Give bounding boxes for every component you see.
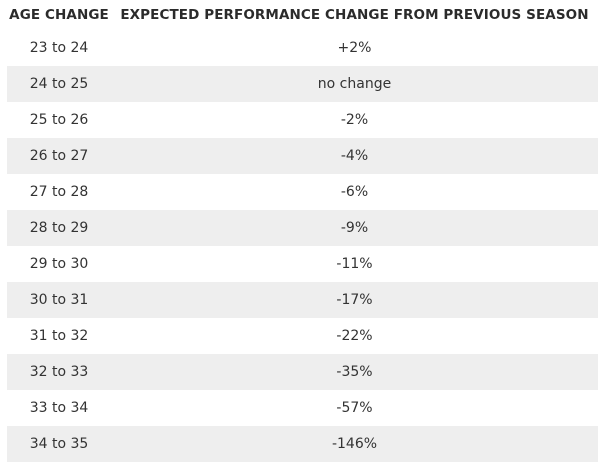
age-cell: 23 to 24 [29, 40, 89, 56]
change-cell: -4% [340, 148, 369, 164]
table-row: 29 to 30 -11% [7, 246, 598, 282]
table-row: 34 to 35 -146% [7, 426, 598, 462]
change-cell: +2% [337, 40, 372, 56]
table-row: 23 to 24 +2% [7, 30, 598, 66]
table-row: 28 to 29 -9% [7, 210, 598, 246]
change-cell: -6% [340, 184, 369, 200]
change-cell: -146% [331, 436, 378, 452]
change-cell: -11% [336, 256, 373, 272]
header-expected-performance-change: EXPECTED PERFORMANCE CHANGE FROM PREVIOU… [120, 7, 589, 23]
table-row: 24 to 25 no change [7, 66, 598, 102]
table-row: 26 to 27 -4% [7, 138, 598, 174]
table-row: 27 to 28 -6% [7, 174, 598, 210]
header-age-change: AGE CHANGE [9, 7, 109, 23]
age-cell: 32 to 33 [29, 364, 89, 380]
table-header-row: AGE CHANGE EXPECTED PERFORMANCE CHANGE F… [7, 0, 598, 30]
age-cell: 29 to 30 [29, 256, 89, 272]
change-cell: -9% [340, 220, 369, 236]
age-cell: 26 to 27 [29, 148, 89, 164]
table-row: 32 to 33 -35% [7, 354, 598, 390]
change-cell: -57% [336, 400, 373, 416]
table-row: 31 to 32 -22% [7, 318, 598, 354]
change-cell: no change [317, 76, 392, 92]
age-cell: 25 to 26 [29, 112, 89, 128]
change-cell: -22% [336, 328, 373, 344]
age-cell: 34 to 35 [29, 436, 89, 452]
age-performance-table: AGE CHANGE EXPECTED PERFORMANCE CHANGE F… [7, 0, 598, 462]
age-cell: 28 to 29 [29, 220, 89, 236]
age-cell: 24 to 25 [29, 76, 89, 92]
table-row: 30 to 31 -17% [7, 282, 598, 318]
change-cell: -17% [336, 292, 373, 308]
change-cell: -35% [336, 364, 373, 380]
age-cell: 30 to 31 [29, 292, 89, 308]
age-cell: 27 to 28 [29, 184, 89, 200]
table-row: 25 to 26 -2% [7, 102, 598, 138]
change-cell: -2% [340, 112, 369, 128]
table-row: 33 to 34 -57% [7, 390, 598, 426]
age-cell: 31 to 32 [29, 328, 89, 344]
age-cell: 33 to 34 [29, 400, 89, 416]
